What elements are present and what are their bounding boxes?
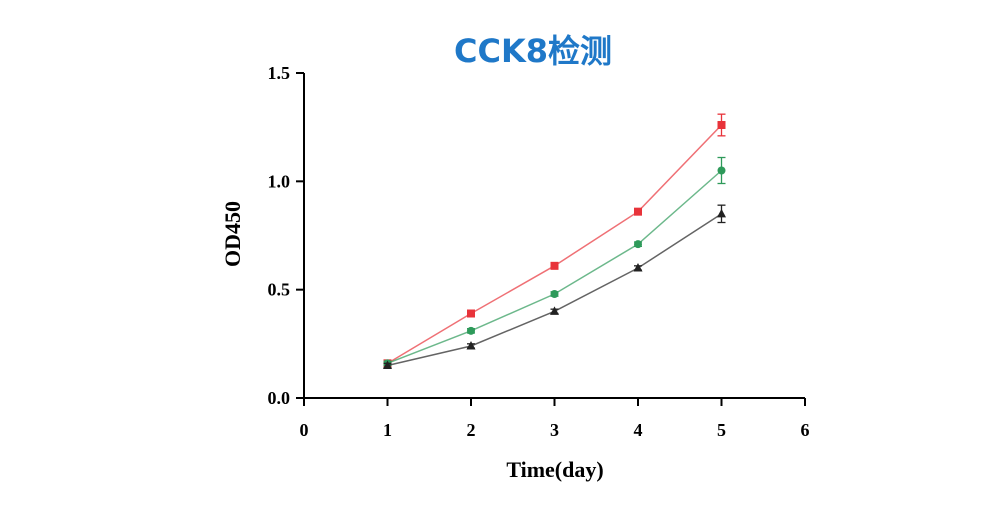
series-3 (383, 204, 726, 369)
data-point (466, 341, 476, 350)
data-point (467, 309, 475, 318)
data-point (550, 290, 559, 298)
x-tick-label: 5 (717, 420, 726, 440)
data-point (467, 326, 475, 335)
series-line (387, 213, 722, 367)
series-line (387, 124, 723, 364)
x-tick-label: 1 (383, 420, 392, 440)
data-point (717, 121, 726, 129)
data-point (717, 208, 726, 218)
y-tick-label: 0.5 (268, 280, 291, 300)
x-tick-label: 4 (634, 420, 643, 440)
data-point (634, 207, 642, 216)
data-point (550, 261, 559, 270)
data-point (717, 166, 726, 175)
axes: 0 1 2 3 4 5 6 0.0 0.5 1.0 1.5 (268, 63, 810, 440)
series-1 (383, 113, 726, 368)
x-axis-label: Time(day) (506, 457, 603, 482)
x-tick-label: 3 (550, 420, 559, 440)
data-point (550, 306, 559, 315)
series-layer (383, 113, 726, 369)
x-tick-label: 6 (801, 420, 810, 440)
y-axis-label: OD450 (220, 201, 245, 267)
y-tick-label: 1.5 (268, 63, 291, 83)
y-tick-label: 0.0 (268, 388, 291, 408)
x-tick-label: 0 (300, 420, 309, 440)
data-point (383, 360, 392, 369)
x-tick-label: 2 (467, 420, 476, 440)
data-point (634, 240, 642, 249)
y-tick-label: 1.0 (268, 171, 291, 191)
chart-title: CCK8检测 (454, 32, 612, 70)
data-point (633, 263, 643, 272)
